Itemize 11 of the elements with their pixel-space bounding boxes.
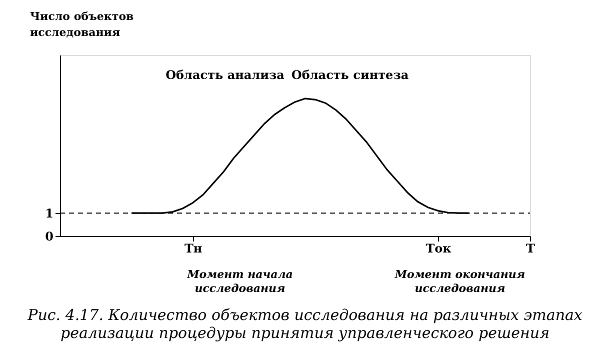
annotation: Область анализа [166, 68, 285, 82]
text: Момент начала исследования [186, 268, 293, 295]
text: Момент окончания исследования [394, 268, 526, 295]
x-tick-label: Tн [184, 242, 202, 256]
x-tick-label: T [526, 242, 536, 256]
y-tick-label: 1 [45, 206, 54, 221]
y-axis-title: Число объектов исследования [30, 10, 134, 39]
annotation: Область синтеза [291, 68, 409, 82]
y-tick-label: 0 [45, 230, 54, 244]
text: Рис. 4.17. Количество объектов исследования на различных этапах реализации процедуры принятия управленческого решения [26, 306, 583, 342]
x-tick-label: Tок [426, 242, 452, 256]
